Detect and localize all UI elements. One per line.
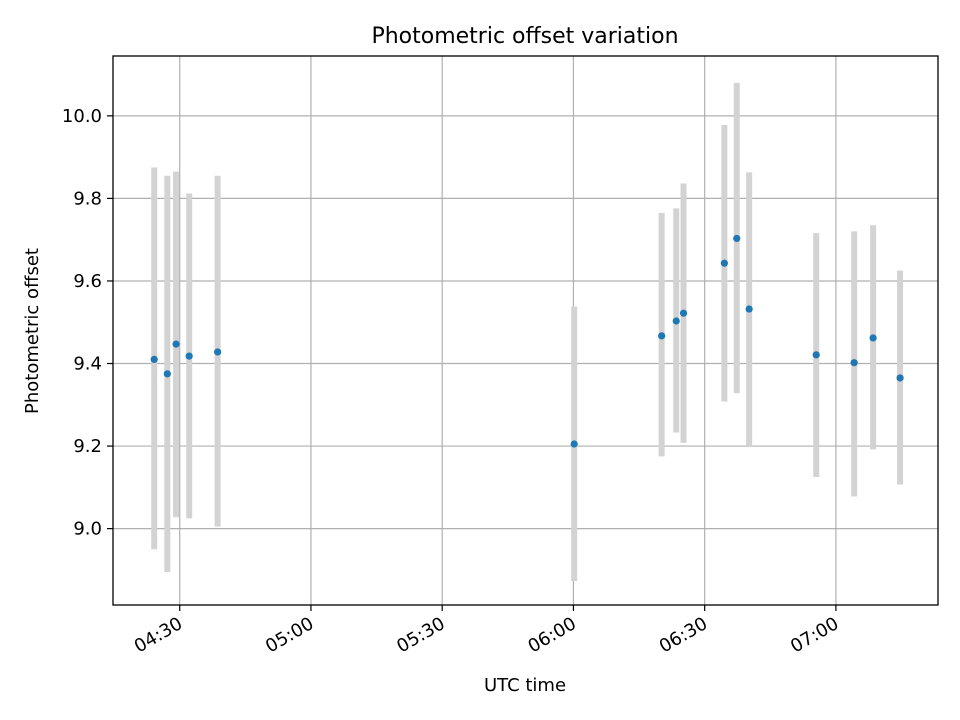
data-point: [896, 374, 904, 382]
y-tick-label: 9.2: [73, 436, 102, 457]
y-tick-label: 10.0: [62, 106, 102, 127]
x-axis-ticks: 04:30 05:00 05:30 06:00 06:30 07:00: [131, 605, 842, 657]
x-tick-label: 07:00: [787, 613, 842, 657]
data-point: [163, 370, 171, 378]
data-point: [679, 309, 688, 317]
y-tick-label: 9.8: [73, 188, 102, 209]
y-tick-label: 9.4: [73, 354, 102, 375]
x-tick-label: 04:30: [131, 613, 186, 657]
y-tick-label: 9.0: [73, 519, 102, 540]
x-tick-label: 05:00: [262, 613, 317, 657]
y-tick-label: 9.6: [73, 271, 102, 292]
data-point: [672, 317, 680, 325]
x-tick-label: 06:30: [656, 613, 711, 657]
data-point: [658, 332, 666, 340]
grid-lines: [113, 56, 938, 605]
x-axis-label: UTC time: [484, 675, 566, 696]
x-tick-label: 06:00: [525, 613, 580, 657]
error-bars: [151, 82, 904, 582]
data-point: [745, 305, 753, 313]
data-point: [570, 440, 578, 448]
chart-title: Photometric offset variation: [371, 24, 678, 49]
y-axis-ticks: 9.0 9.2 9.4 9.6 9.8 10.0: [62, 106, 113, 540]
data-point: [850, 359, 858, 367]
data-point: [214, 348, 222, 356]
y-axis-label: Photometric offset: [22, 248, 43, 414]
data-point: [185, 352, 193, 360]
x-tick-label: 05:30: [393, 613, 448, 657]
plot-area-frame: [112, 55, 939, 606]
data-point: [869, 334, 877, 342]
data-point: [812, 351, 820, 359]
data-point: [172, 340, 180, 348]
data-point: [720, 259, 728, 267]
data-point: [733, 234, 741, 243]
data-point: [150, 355, 158, 363]
data-points: [150, 234, 904, 448]
